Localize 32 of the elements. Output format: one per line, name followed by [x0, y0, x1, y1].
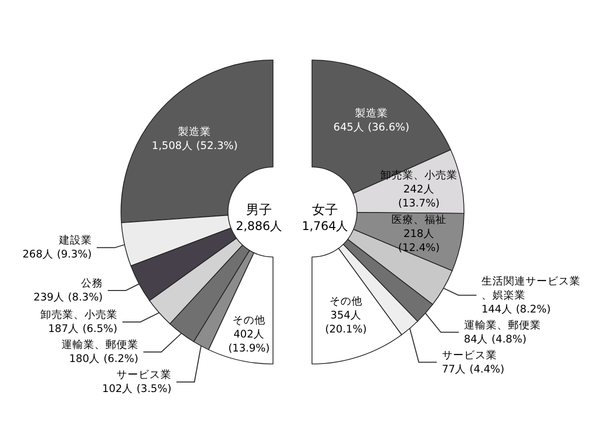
slice-label: 運輸業、郵便業: [464, 318, 541, 332]
data-label: 402人 (13.9%): [228, 328, 270, 355]
data-label: 144人 (8.2%): [481, 303, 551, 316]
slice-label: 製造業: [354, 106, 388, 120]
text: 1,764人: [302, 219, 348, 233]
slice-label: 建設業: [58, 234, 92, 247]
text: 女子: [312, 203, 338, 218]
data-label: 239人 (8.3%): [34, 292, 103, 304]
slice-label: 生活関連サービス業、娯楽業: [481, 274, 580, 302]
slice-label: 運輸業、郵便業: [61, 338, 138, 352]
data-label: 354人 (20.1%): [325, 310, 367, 336]
slice-label: その他: [232, 314, 266, 327]
data-label: 218人 (12.4%): [398, 228, 440, 254]
slice-label: 製造業: [178, 125, 212, 138]
data-label: 268人 (9.3%): [22, 248, 92, 261]
slice-label: 医療、福祉: [391, 213, 446, 226]
text: 男子: [246, 203, 272, 218]
data-label: 645人 (36.6%): [333, 122, 410, 134]
slice-label: サービス業: [116, 369, 172, 382]
text: 2,886人: [236, 219, 282, 233]
slice-label: 卸売業、小売業: [40, 308, 118, 322]
data-label: 187人 (6.5%): [48, 323, 118, 336]
data-label: 242人 (13.7%): [398, 184, 440, 210]
data-label: 102人 (3.5%): [102, 383, 172, 396]
data-label: 1,508人 (52.3%): [152, 140, 238, 152]
slice-label: その他: [329, 296, 362, 308]
data-label: 84人 (4.8%): [464, 333, 526, 346]
slice-label: 公務: [80, 278, 103, 290]
data-label: 180人 (6.2%): [69, 353, 138, 366]
data-label: 77人 (4.4%): [442, 363, 504, 376]
slice-label: 卸売業、小売業: [380, 168, 458, 182]
slice-label: サービス業: [442, 349, 497, 362]
